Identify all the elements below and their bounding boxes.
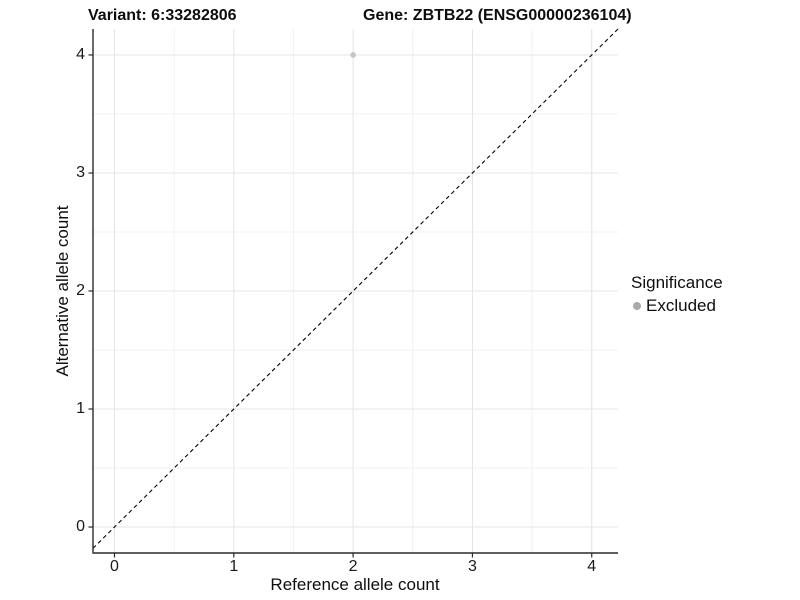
x-tick-label: 4 (587, 558, 597, 575)
legend-key-dot-icon (633, 302, 641, 310)
x-axis-title: Reference allele count (270, 575, 440, 594)
y-tick-label: 4 (76, 45, 85, 63)
variant-title: Variant: 6:33282806 (88, 7, 237, 24)
y-tick-label: 2 (76, 282, 85, 299)
legend-item-excluded: Excluded (631, 296, 723, 316)
x-tick-label: 0 (110, 558, 119, 575)
data-point (350, 52, 356, 58)
y-axis-title: Alternative allele count (53, 205, 72, 377)
legend: Significance Excluded (631, 273, 723, 316)
x-tick-label: 2 (348, 558, 358, 575)
x-tick-label: 1 (229, 558, 239, 575)
legend-item-label: Excluded (646, 296, 716, 315)
y-tick-label: 0 (76, 518, 85, 536)
gene-title: Gene: ZBTB22 (ENSG00000236104) (363, 7, 632, 24)
y-tick-label: 3 (76, 163, 85, 181)
legend-title: Significance (631, 273, 723, 292)
y-tick-label: 1 (76, 400, 85, 418)
identity-reference-line (92, 28, 619, 549)
x-tick-label: 3 (467, 558, 477, 575)
